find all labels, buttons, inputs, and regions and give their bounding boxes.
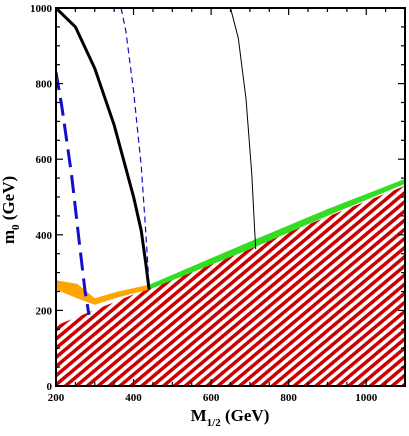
series-thick-blue-dashed xyxy=(56,72,91,316)
x-tick-label: 800 xyxy=(280,392,297,404)
x-tick-label: 1000 xyxy=(355,392,378,404)
y-tick-label: 800 xyxy=(36,79,53,91)
y-tick-label: 1000 xyxy=(30,3,53,15)
series-thin-blue-dashed xyxy=(120,8,149,273)
y-tick-label: 0 xyxy=(47,381,53,393)
y-axis-title-sub: 0 xyxy=(10,224,22,230)
region-green-band xyxy=(149,178,405,290)
y-tick-label: 200 xyxy=(36,305,53,317)
x-tick-label: 600 xyxy=(203,392,220,404)
region-orange-band xyxy=(56,280,150,305)
y-tick-label: 400 xyxy=(36,230,53,242)
x-axis-title-sub: 1/2 xyxy=(207,417,222,429)
x-axis-title-main: M xyxy=(191,406,207,425)
x-axis-title-unit: (GeV) xyxy=(221,406,270,425)
x-tick-label: 400 xyxy=(125,392,142,404)
x-axis-title: M1/2 (GeV) xyxy=(191,406,270,429)
x-tick-label: 200 xyxy=(48,392,65,404)
series-thick-black xyxy=(56,8,151,290)
region-excluded-hatched xyxy=(56,185,405,386)
series-thin-black xyxy=(230,8,257,250)
y-axis-title-main: m xyxy=(0,230,18,244)
series-layer xyxy=(56,8,257,316)
y-axis-title: m0 (GeV) xyxy=(0,176,22,244)
regions-layer xyxy=(56,178,405,386)
y-axis-title-unit: (GeV) xyxy=(0,176,18,225)
y-tick-label: 600 xyxy=(36,154,53,166)
